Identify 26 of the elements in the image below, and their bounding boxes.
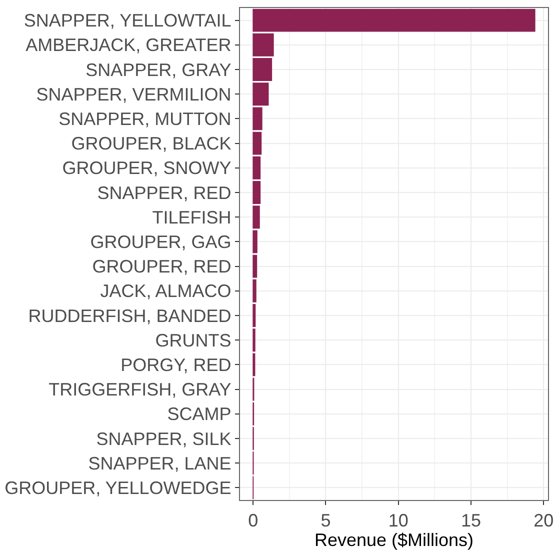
y-tick-label: JACK, ALMACO xyxy=(100,281,232,302)
y-tick-label: GROUPER, RED xyxy=(92,256,232,277)
y-tick-label: SNAPPER, RED xyxy=(97,182,232,203)
x-tick-label: 5 xyxy=(320,510,331,531)
y-tick-label: AMBERJACK, GREATER xyxy=(26,35,232,56)
y-tick-label: SNAPPER, MUTTON xyxy=(58,109,232,129)
y-tick-label: SNAPPER, LANE xyxy=(88,453,232,474)
y-tick-label: GRUNTS xyxy=(155,330,232,350)
y-tick-label: PORGY, RED xyxy=(120,355,232,375)
y-tick-label: TILEFISH xyxy=(152,207,232,228)
y-tick-label: RUDDERFISH, BANDED xyxy=(28,306,232,326)
y-tick-label: GROUPER, SNOWY xyxy=(62,158,232,178)
y-tick-label: TRIGGERFISH, GRAY xyxy=(48,380,232,400)
y-tick-label: SNAPPER, VERMILION xyxy=(36,84,232,104)
y-tick-label: SNAPPER, SILK xyxy=(96,428,232,449)
y-tick-label: GROUPER, YELLOWEDGE xyxy=(4,478,232,498)
y-tick-label: SNAPPER, YELLOWTAIL xyxy=(24,10,232,31)
y-tick-label: SNAPPER, GRAY xyxy=(86,60,232,80)
x-tick-label: 20 xyxy=(534,510,554,531)
x-tick-label: 15 xyxy=(460,510,482,531)
x-tick-label: 0 xyxy=(248,510,258,531)
y-tick-label: GROUPER, BLACK xyxy=(71,134,232,154)
x-axis-title: Revenue ($Millions) xyxy=(314,530,474,550)
y-tick-label: SCAMP xyxy=(167,404,232,424)
x-tick-label: 10 xyxy=(388,510,408,531)
y-tick-label: GROUPER, GAG xyxy=(90,232,232,252)
